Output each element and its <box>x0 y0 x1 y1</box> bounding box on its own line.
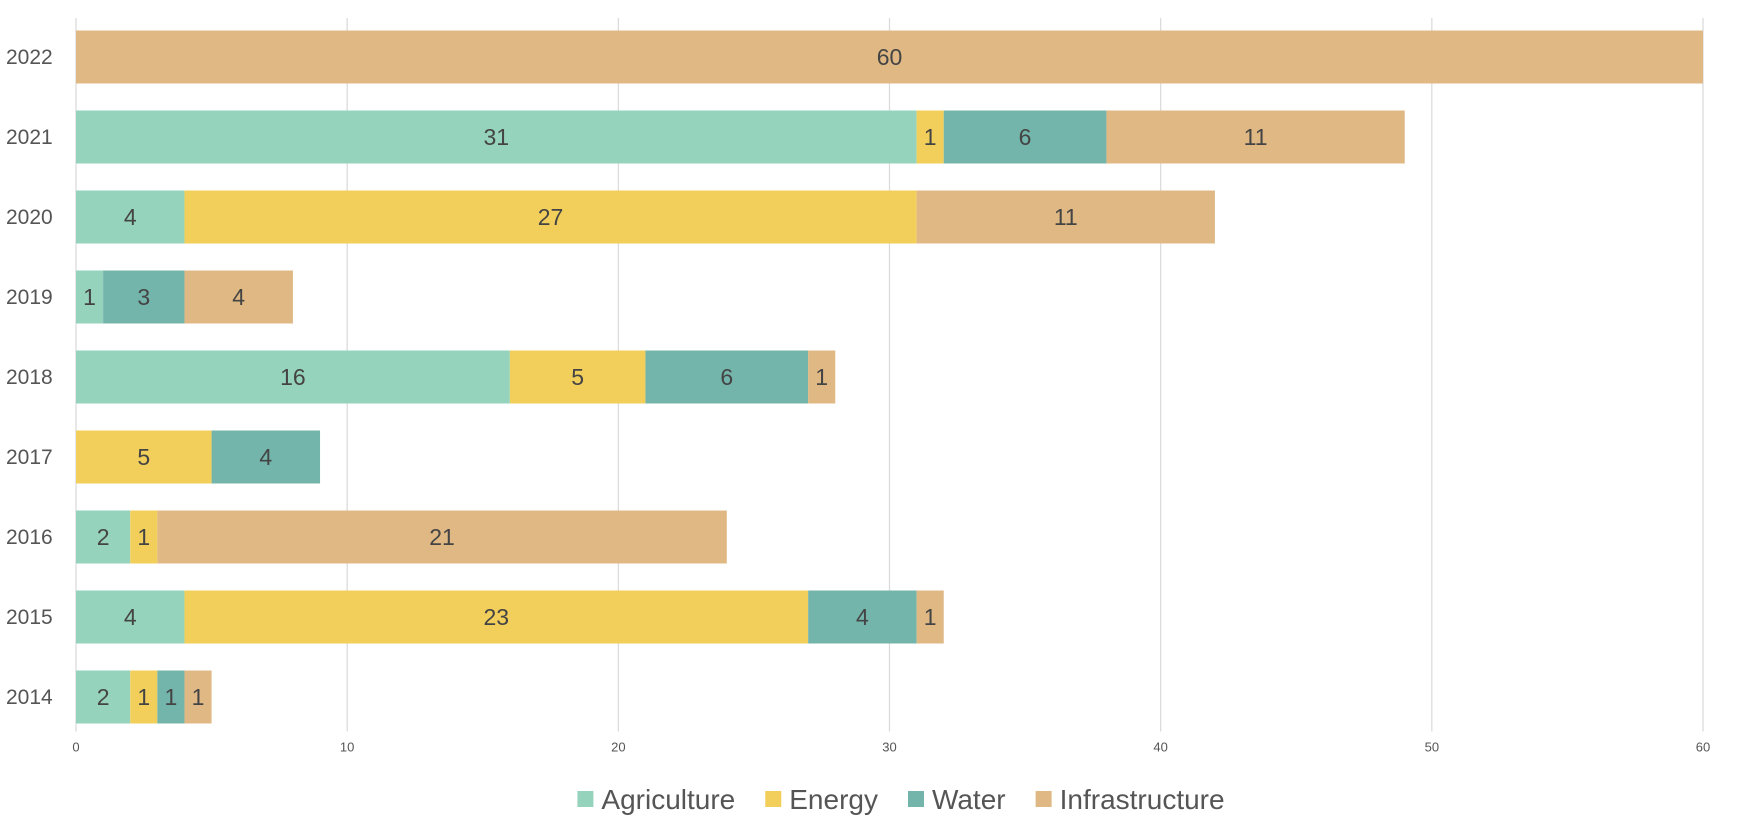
bar-segment <box>130 670 158 724</box>
bar-segment <box>211 430 321 484</box>
bar-segment <box>157 670 185 724</box>
y-category-label: 2016 <box>6 526 53 549</box>
legend-label: Energy <box>789 784 878 815</box>
bar-segment <box>916 190 1215 244</box>
legend-item: Infrastructure <box>1035 784 1225 815</box>
data-label: 5 <box>571 364 584 390</box>
data-label: 2 <box>97 684 110 710</box>
legend-item: Agriculture <box>577 784 735 815</box>
bar-segment <box>943 110 1107 164</box>
data-label: 4 <box>232 284 245 310</box>
bar-segment <box>916 110 944 164</box>
bar-segment <box>157 510 727 564</box>
bar-segment <box>76 190 185 244</box>
bar-segment <box>76 110 917 164</box>
bar-segment <box>808 350 836 404</box>
data-label: 11 <box>1054 204 1078 230</box>
bar-segment <box>184 270 293 324</box>
data-label: 6 <box>1019 124 1032 150</box>
bar-segment <box>184 670 212 724</box>
data-label: 60 <box>877 44 903 70</box>
bar-segment <box>76 30 1703 84</box>
y-category-label: 2017 <box>6 446 53 469</box>
x-tick-label: 50 <box>1425 740 1439 755</box>
bar-segment <box>130 510 158 564</box>
data-label: 2 <box>97 524 110 550</box>
data-label: 16 <box>280 364 306 390</box>
data-label: 4 <box>856 604 869 630</box>
y-category-label: 2019 <box>6 286 53 309</box>
bar-segment <box>76 590 185 644</box>
y-category-label: 2015 <box>6 606 53 629</box>
data-label: 1 <box>137 524 150 550</box>
legend-label: Water <box>932 784 1006 815</box>
y-category-label: 2018 <box>6 366 53 389</box>
data-label: 5 <box>137 444 150 470</box>
y-category-label: 2014 <box>6 686 53 709</box>
data-label: 23 <box>484 604 510 630</box>
bar-segment <box>76 670 131 724</box>
bar-segment <box>76 430 212 484</box>
x-tick-label: 60 <box>1696 740 1710 755</box>
data-label: 6 <box>720 364 733 390</box>
bar-segment <box>184 590 809 644</box>
data-label: 3 <box>137 284 150 310</box>
bar-segment <box>103 270 185 324</box>
data-label: 1 <box>137 684 150 710</box>
x-tick-label: 40 <box>1153 740 1167 755</box>
legend-swatch <box>907 791 924 807</box>
x-tick-label: 30 <box>882 740 896 755</box>
data-label: 31 <box>484 124 510 150</box>
data-label: 21 <box>429 524 455 550</box>
x-tick-label: 10 <box>340 740 354 755</box>
bar-segment <box>509 350 646 404</box>
legend-swatch <box>577 791 594 807</box>
bar-segment <box>76 270 104 324</box>
x-tick-label: 20 <box>611 740 625 755</box>
bar-segment <box>1106 110 1405 164</box>
legend: Agriculture Energy Water Infrastructure <box>577 784 1225 815</box>
data-label: 1 <box>924 124 937 150</box>
legend-label: Infrastructure <box>1060 784 1225 815</box>
bar-segment <box>76 510 131 564</box>
x-tick-label: 0 <box>72 740 79 755</box>
y-category-label: 2021 <box>6 126 53 149</box>
data-label: 1 <box>165 684 178 710</box>
data-label: 4 <box>124 204 137 230</box>
bar-segment <box>645 350 809 404</box>
legend-item: Water <box>907 784 1006 815</box>
y-category-label: 2020 <box>6 206 53 229</box>
legend-swatch <box>765 791 782 807</box>
data-label: 4 <box>259 444 272 470</box>
data-label: 1 <box>815 364 828 390</box>
data-label: 27 <box>538 204 564 230</box>
y-category-label: 2022 <box>6 46 53 69</box>
data-label: 11 <box>1244 124 1268 150</box>
data-label: 1 <box>924 604 937 630</box>
data-label: 1 <box>192 684 205 710</box>
legend-label: Agriculture <box>601 784 735 815</box>
bar-segment <box>184 190 917 244</box>
axes: 0 10 20 30 40 50 60 2022 2021 2020 2019 2018 2017 201… <box>6 46 1710 755</box>
legend-item: Energy <box>765 784 878 815</box>
bar-segment <box>916 590 944 644</box>
data-label: 4 <box>124 604 137 630</box>
bars <box>76 30 1703 724</box>
bar-segment <box>76 350 510 404</box>
bar-segment <box>808 590 917 644</box>
data-label: 1 <box>83 284 96 310</box>
legend-swatch <box>1035 791 1052 807</box>
